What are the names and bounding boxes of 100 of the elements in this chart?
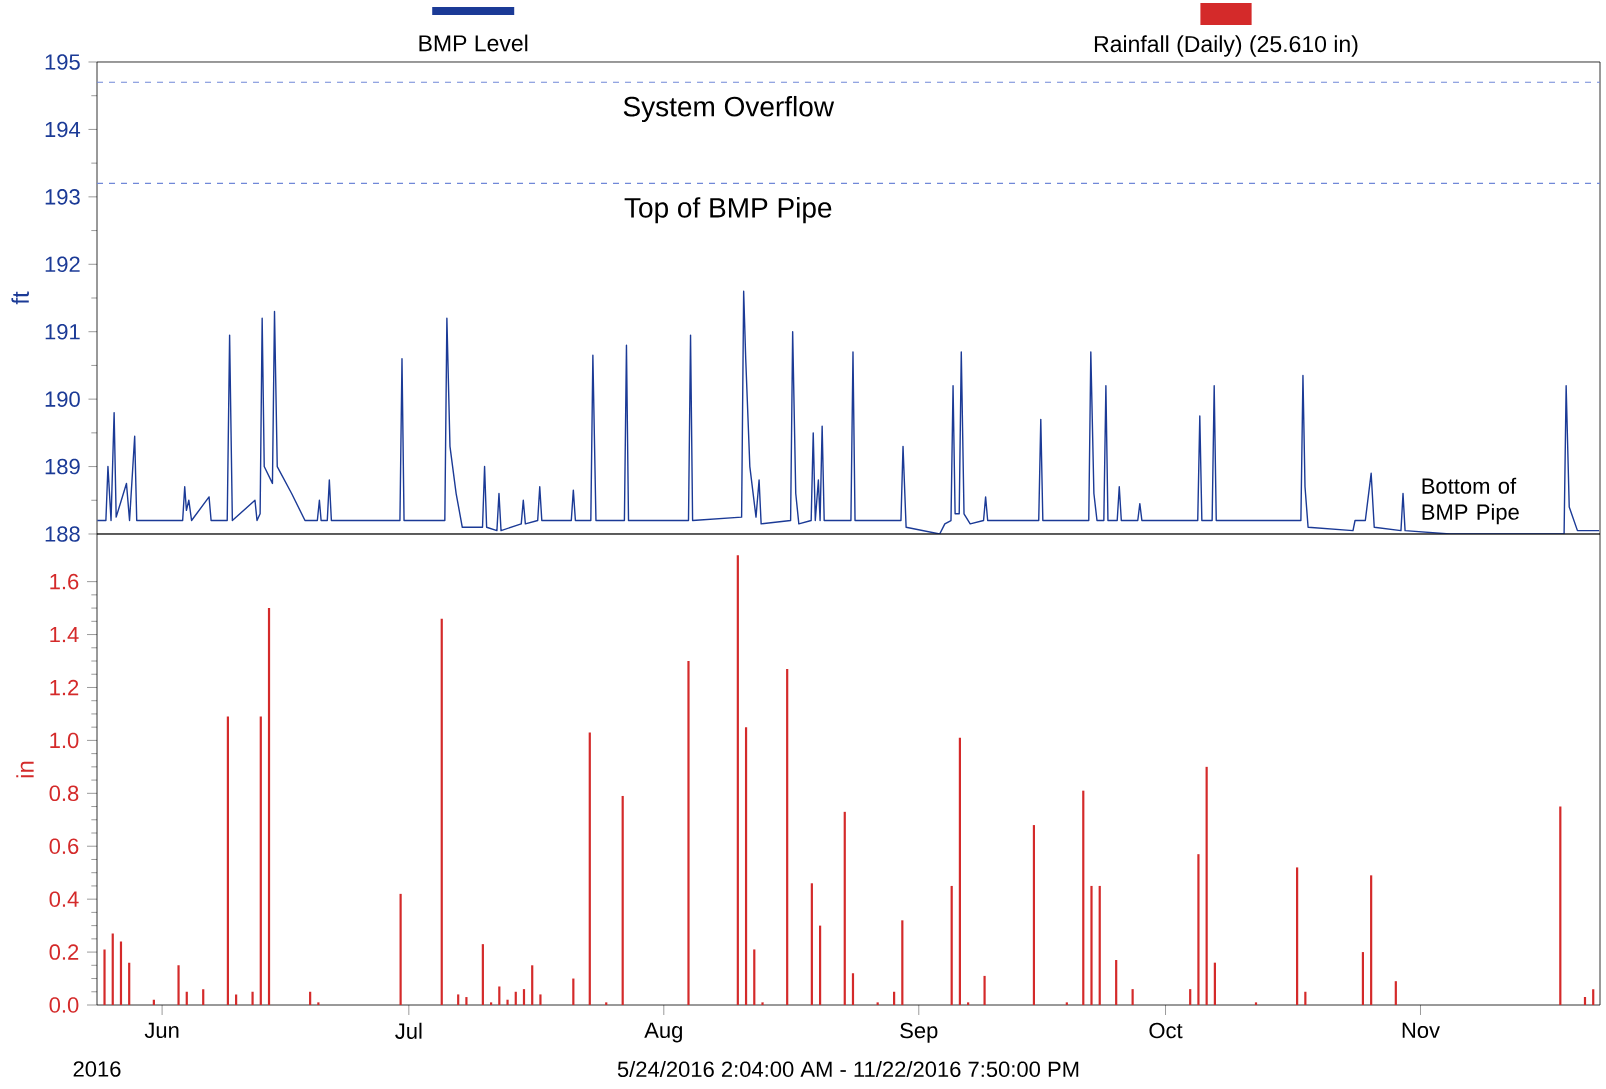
y-tick-label: 192 xyxy=(45,256,80,273)
bar xyxy=(1304,991,1307,1005)
bar xyxy=(893,991,896,1005)
bar xyxy=(958,737,961,1005)
bar xyxy=(111,933,114,1005)
bar xyxy=(119,941,123,1005)
bar xyxy=(259,716,262,1005)
bar xyxy=(103,949,106,1005)
bar xyxy=(489,1002,493,1005)
bar xyxy=(744,727,748,1005)
x-tick-label: Nov xyxy=(1402,1022,1440,1039)
x-tick-label: Jul xyxy=(395,1022,422,1039)
bar xyxy=(588,732,591,1005)
y-axis-title: in xyxy=(16,761,34,778)
bar xyxy=(465,997,468,1005)
bar xyxy=(498,986,501,1005)
bar xyxy=(317,1002,320,1005)
bar xyxy=(876,1002,879,1005)
bar xyxy=(267,608,271,1005)
bar xyxy=(399,893,402,1005)
bar xyxy=(177,965,180,1005)
bar xyxy=(1115,960,1118,1005)
y-tick-label: 189 xyxy=(45,458,80,475)
bar xyxy=(843,811,846,1005)
y-tick-label: 191 xyxy=(45,323,80,340)
bar xyxy=(514,991,517,1005)
bar xyxy=(1189,989,1192,1005)
bar xyxy=(1090,885,1093,1005)
x-tick-label: Sep xyxy=(900,1022,938,1043)
y-tick-label: 1.4 xyxy=(50,627,79,643)
bar xyxy=(810,883,813,1005)
bar xyxy=(950,885,953,1005)
text: 2016 xyxy=(73,1061,121,1077)
x-tick-label: Oct xyxy=(1149,1022,1183,1039)
bar xyxy=(481,944,484,1005)
y-tick-label: 0.6 xyxy=(49,838,79,855)
bar xyxy=(1032,825,1036,1005)
y-tick-label: 1.2 xyxy=(50,679,79,696)
bar xyxy=(235,994,238,1005)
bar xyxy=(753,949,756,1005)
bar xyxy=(522,989,526,1005)
annotation: Bottom of BMP Pipe xyxy=(1422,477,1519,525)
bar xyxy=(983,975,986,1005)
y-axis-title: ft xyxy=(11,291,29,305)
bar xyxy=(572,978,575,1005)
y-tick-label: 0.2 xyxy=(49,944,79,960)
bar xyxy=(967,1002,970,1005)
ref-line-label: Top of BMP Pipe xyxy=(624,197,832,224)
legend-label: Rainfall (Daily) (25.610 in) xyxy=(1094,35,1358,57)
y-tick-label: 0.8 xyxy=(49,785,79,802)
y-tick-label: 194 xyxy=(45,121,81,138)
bar xyxy=(531,965,534,1005)
bar xyxy=(1065,1002,1068,1005)
bar xyxy=(457,994,460,1005)
x-tick-label: Jun xyxy=(144,1022,179,1039)
line-series xyxy=(97,290,1600,534)
bar xyxy=(1197,854,1200,1005)
bar xyxy=(851,973,855,1005)
y-tick-label: 188 xyxy=(45,526,80,542)
bar xyxy=(128,962,131,1005)
bar xyxy=(1098,885,1101,1005)
y-tick-label: 195 xyxy=(45,54,80,70)
ref-line-label: System Overflow xyxy=(623,95,835,123)
bar xyxy=(1205,766,1208,1005)
bar xyxy=(687,661,690,1005)
bar xyxy=(440,618,443,1005)
bar xyxy=(185,991,188,1005)
bar xyxy=(1394,981,1397,1005)
bar xyxy=(605,1002,608,1005)
y-tick-label: 1.0 xyxy=(50,732,79,749)
bar xyxy=(1361,952,1365,1005)
bar xyxy=(761,1002,764,1005)
bar xyxy=(818,925,822,1005)
y-tick-label: 0.0 xyxy=(49,997,79,1013)
bar xyxy=(202,989,205,1005)
bar xyxy=(1370,875,1373,1005)
y-tick-label: 1.6 xyxy=(50,573,79,590)
bar xyxy=(1296,867,1299,1005)
bar xyxy=(1559,806,1562,1005)
bar xyxy=(539,994,542,1005)
bar xyxy=(786,668,789,1005)
bar xyxy=(1213,962,1216,1005)
bar xyxy=(736,555,739,1005)
y-tick-label: 0.4 xyxy=(49,891,79,907)
bar xyxy=(1583,997,1587,1005)
y-tick-label: 193 xyxy=(45,189,80,205)
bar xyxy=(1082,790,1085,1005)
bar xyxy=(251,991,254,1005)
y-tick-label: 190 xyxy=(45,391,80,407)
legend-label: BMP Level xyxy=(419,34,528,52)
bar xyxy=(1592,989,1595,1005)
bar xyxy=(226,716,229,1005)
bar xyxy=(621,795,624,1005)
bar xyxy=(309,991,312,1005)
bar xyxy=(1254,1002,1258,1005)
bar xyxy=(506,999,509,1005)
bar xyxy=(1131,989,1134,1005)
bar xyxy=(901,920,904,1005)
x-tick-label: Aug xyxy=(644,1022,682,1043)
x-axis-title: 5/24/2016 2:04:00 AM - 11/22/2016 7:50:00 PM xyxy=(617,1060,1079,1078)
